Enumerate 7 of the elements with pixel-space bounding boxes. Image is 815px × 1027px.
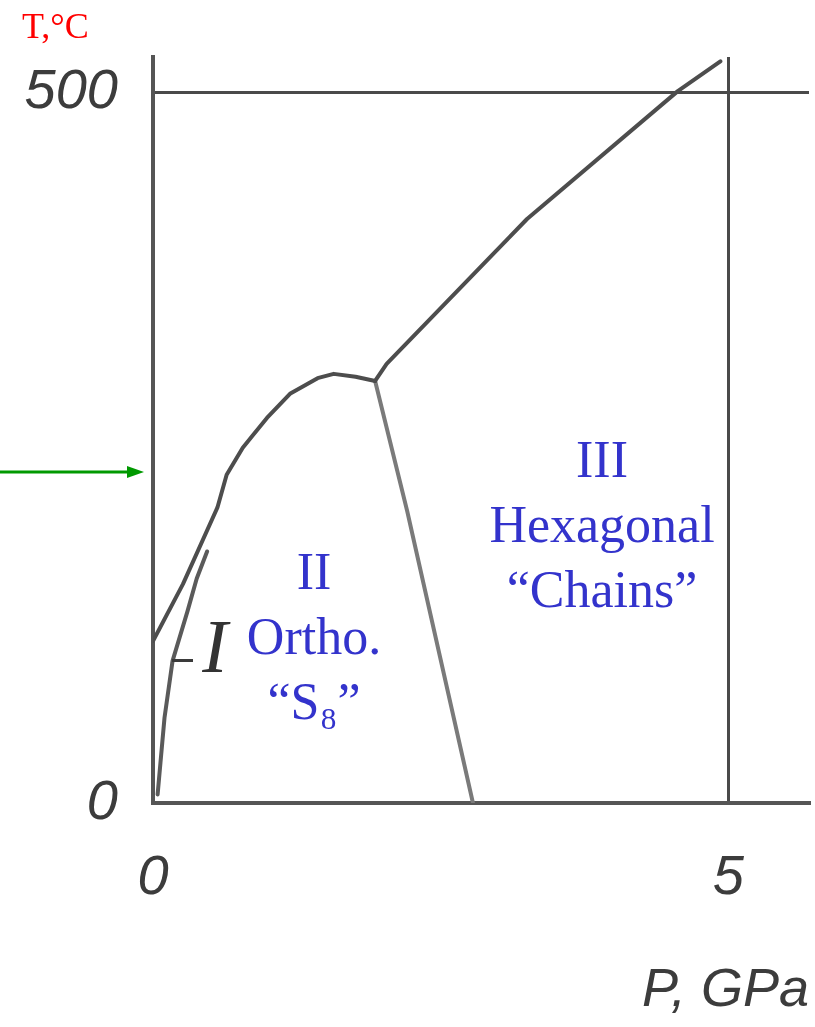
x-axis-title: P, GPa bbox=[641, 956, 809, 1017]
y-tick-label: 500 bbox=[24, 57, 118, 121]
annotation: II Ortho. “S₈” bbox=[246, 542, 382, 730]
x-tick-label: 5 bbox=[712, 843, 745, 907]
annotation: III Hexagonal “Chains” bbox=[489, 430, 715, 618]
annotation: I bbox=[201, 603, 232, 688]
y-axis-title: T,°C bbox=[22, 6, 89, 46]
